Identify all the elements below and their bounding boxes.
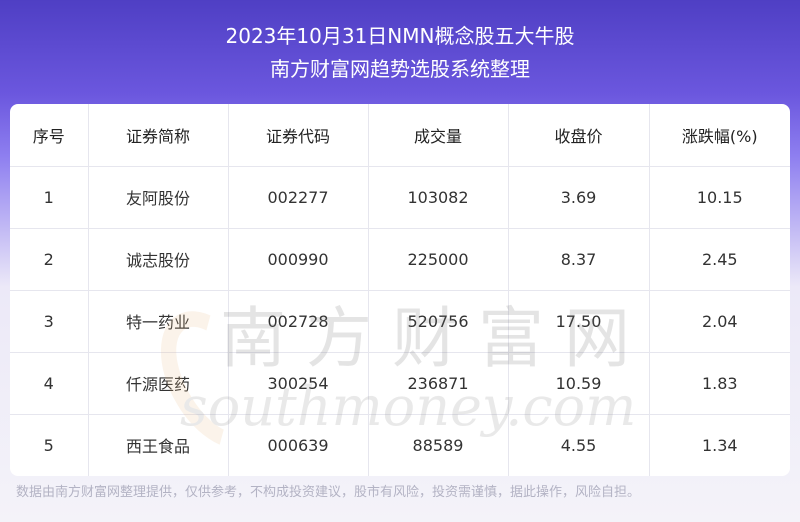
cell-name: 友阿股份 (88, 166, 229, 229)
title-area: 2023年10月31日NMN概念股五大牛股 南方财富网趋势选股系统整理 (0, 0, 800, 100)
table-row: 4 仟源医药 300254 236871 10.59 1.83 (10, 352, 790, 415)
page-subtitle: 南方财富网趋势选股系统整理 (270, 57, 530, 81)
cell-volume: 225000 (368, 228, 509, 291)
cell-code: 000990 (228, 228, 369, 291)
cell-index: 3 (10, 290, 89, 353)
header-volume: 成交量 (368, 104, 509, 167)
cell-close: 4.55 (508, 414, 650, 476)
cell-close: 10.59 (508, 352, 650, 415)
cell-change: 1.34 (701, 435, 738, 455)
header-change: 涨跌幅(%) (649, 104, 790, 167)
cell-name: 西王食品 (88, 414, 229, 476)
cell-index: 2 (10, 228, 89, 291)
cell-change: 2.45 (649, 228, 790, 291)
cell-volume: 236871 (368, 352, 509, 415)
cell-code: 002728 (228, 290, 369, 353)
cell-volume: 520756 (368, 290, 509, 353)
table-row: 5 西王食品 000639 88589 4.55 1.34 (10, 414, 790, 476)
table-header-row: 序号 证券简称 证券代码 成交量 收盘价 涨跌幅(%) (10, 104, 790, 167)
cell-volume: 88589 (368, 414, 509, 476)
cell-name: 仟源医药 (88, 352, 229, 415)
cell-name: 特一药业 (88, 290, 229, 353)
cell-index: 4 (10, 352, 89, 415)
table-row: 3 特一药业 002728 520756 17.50 2.04 (10, 290, 790, 353)
page-title: 2023年10月31日NMN概念股五大牛股 (225, 24, 575, 48)
header-index: 序号 (10, 104, 89, 167)
table-row: 1 友阿股份 002277 103082 3.69 10.15 (10, 166, 790, 229)
stock-table-card: 序号 证券简称 证券代码 成交量 收盘价 涨跌幅(%) 1 友阿股份 00227… (10, 104, 790, 476)
cell-close: 3.69 (508, 166, 650, 229)
cell-code: 000639 (228, 414, 369, 476)
cell-change: 10.15 (649, 166, 790, 229)
header-close: 收盘价 (508, 104, 650, 167)
cell-code: 002277 (228, 166, 369, 229)
header-name: 证券简称 (88, 104, 229, 167)
cell-index: 5 (10, 414, 89, 476)
cell-volume: 103082 (368, 166, 509, 229)
cell-name: 诚志股份 (88, 228, 229, 291)
cell-change: 1.83 (649, 352, 790, 415)
header-code: 证券代码 (228, 104, 369, 167)
cell-close: 8.37 (508, 228, 650, 291)
stock-table: 序号 证券简称 证券代码 成交量 收盘价 涨跌幅(%) 1 友阿股份 00227… (10, 104, 790, 476)
cell-change: 2.04 (649, 290, 790, 353)
cell-code: 300254 (228, 352, 369, 415)
cell-close: 17.50 (508, 290, 650, 353)
footer-disclaimer: 数据由南方财富网整理提供，仅供参考，不构成投资建议，股市有风险，投资需谨慎，据此… (16, 485, 641, 500)
cell-index: 1 (10, 166, 89, 229)
table-row: 2 诚志股份 000990 225000 8.37 2.45 (10, 228, 790, 291)
